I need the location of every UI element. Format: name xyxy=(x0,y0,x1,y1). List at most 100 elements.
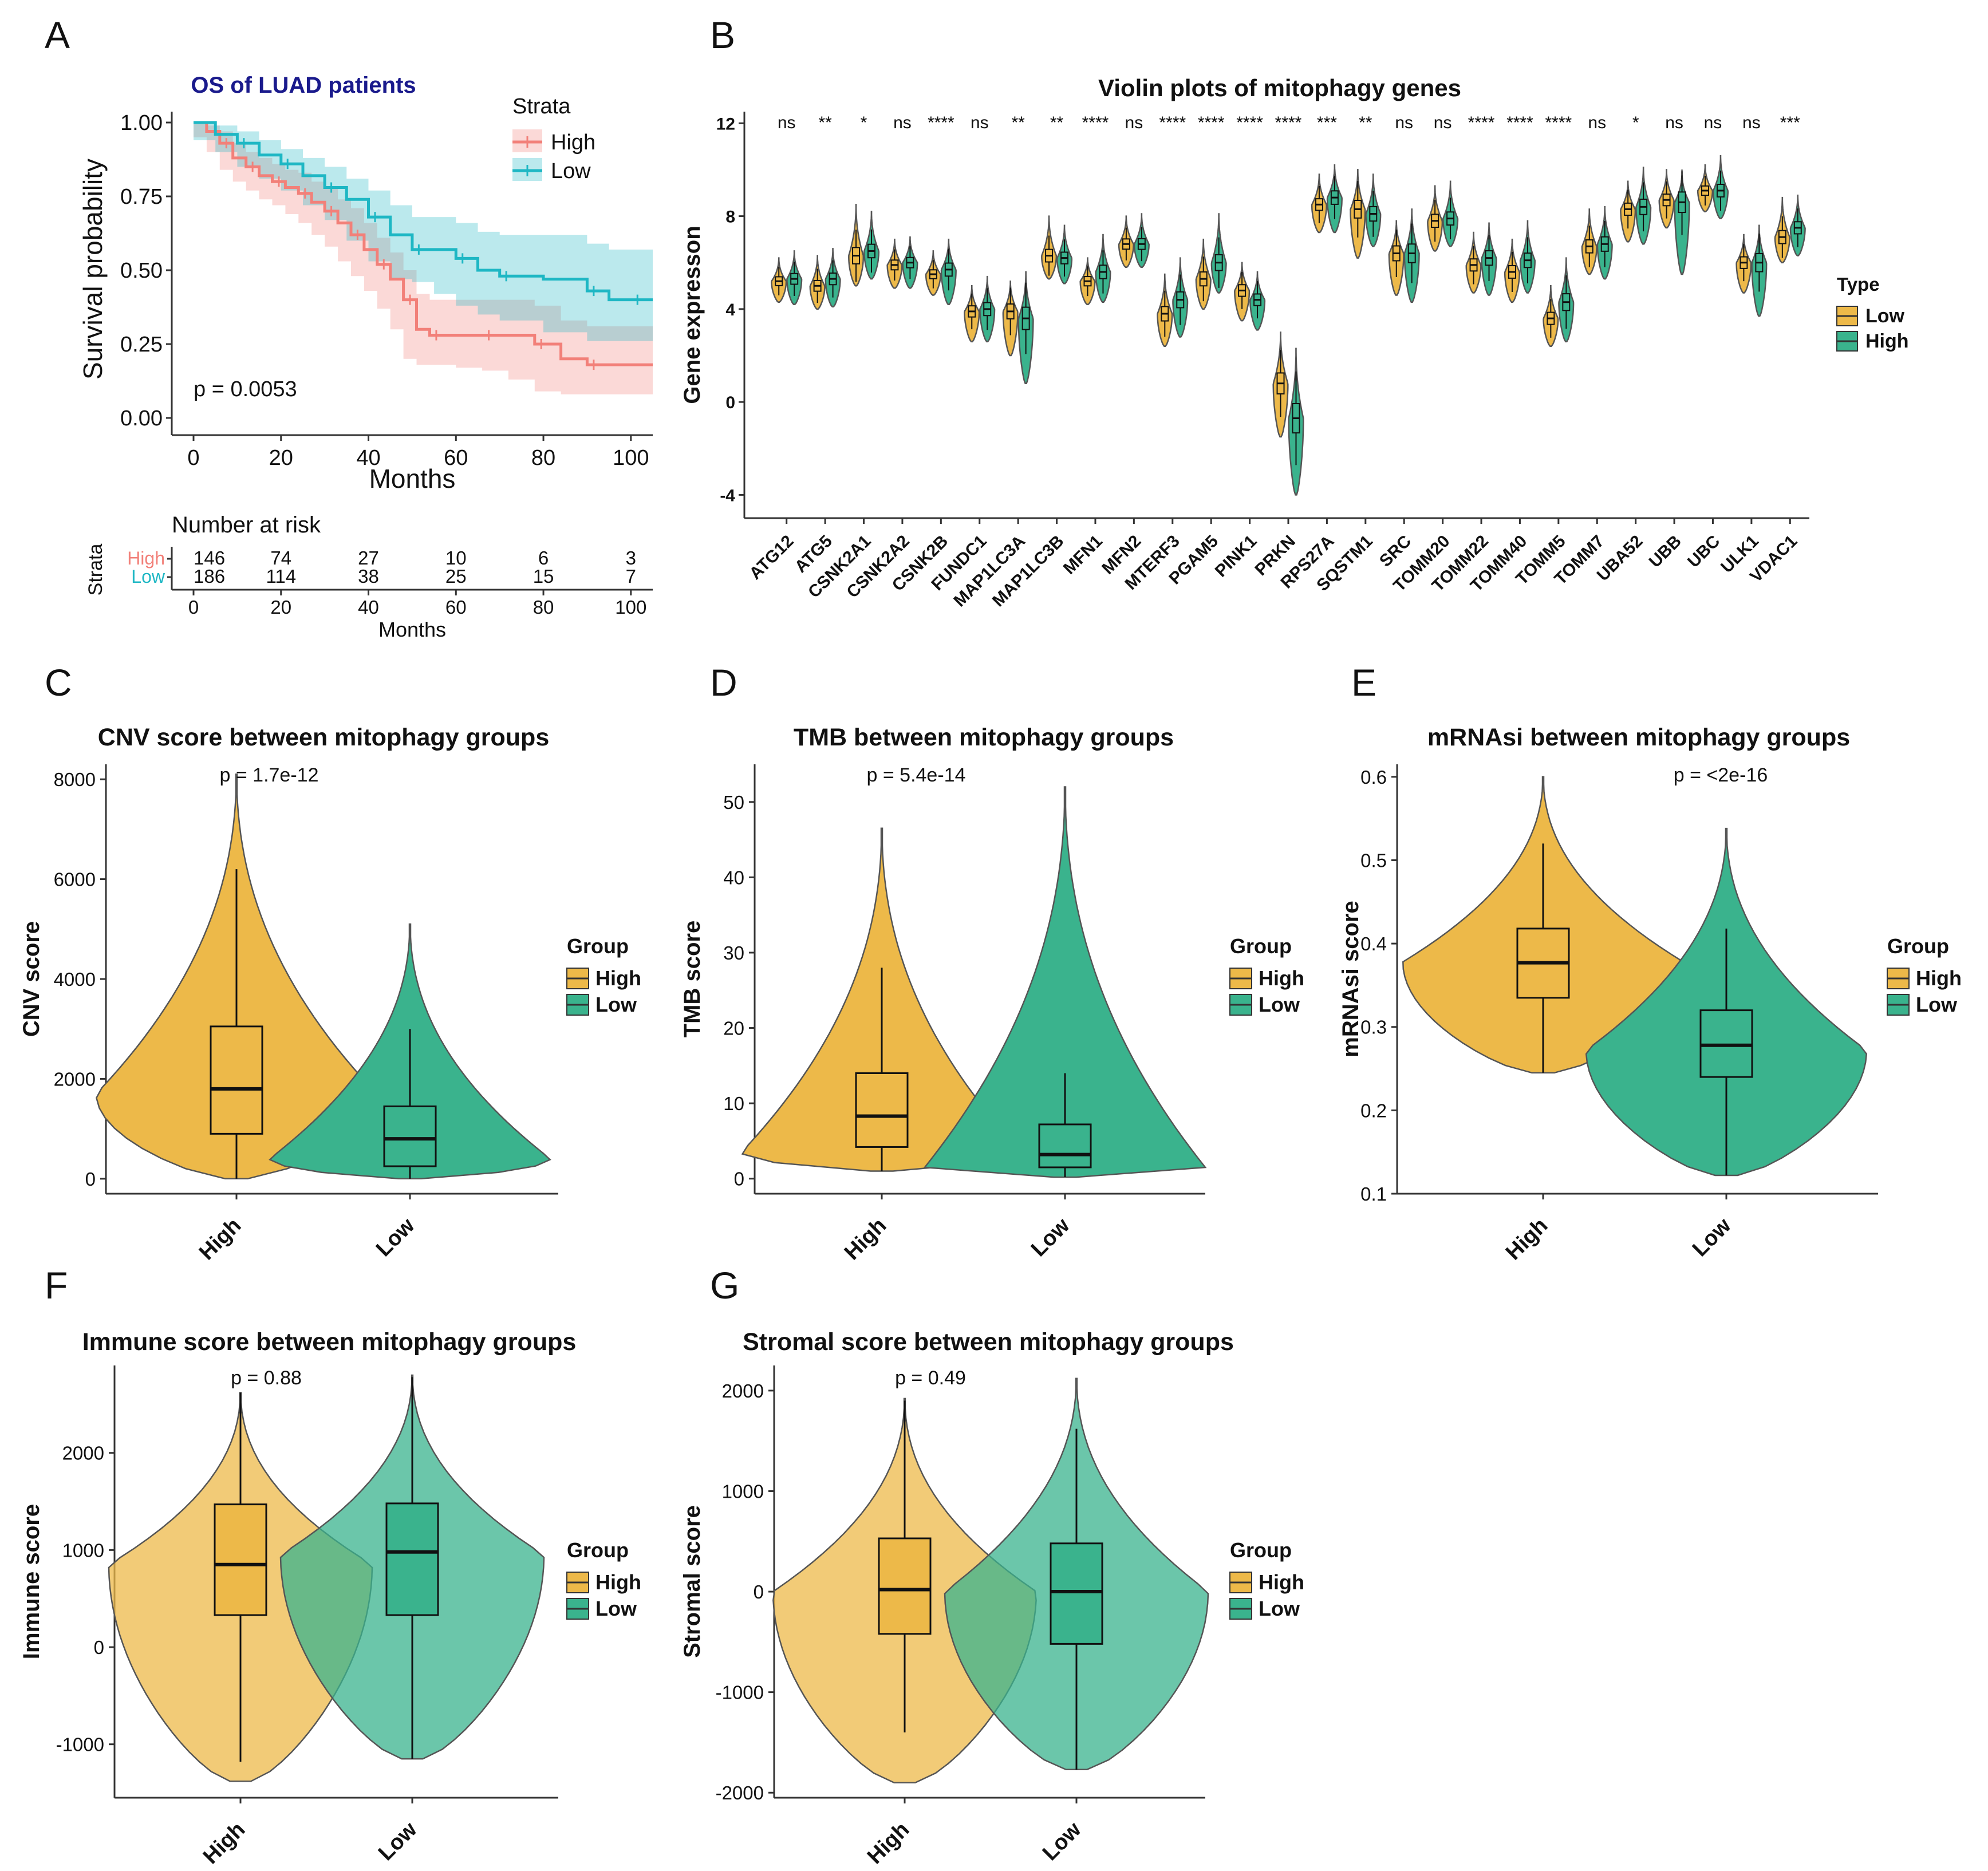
y-tick-label: 0.00 xyxy=(120,406,163,431)
y-tick-label: 6000 xyxy=(54,869,96,890)
risk-y-label: Strata xyxy=(85,544,107,596)
p-value: p = 5.4e-14 xyxy=(867,764,966,786)
legend-label-low: Low xyxy=(1916,993,1958,1016)
y-axis-label: Stromal score xyxy=(680,1505,705,1658)
chart-title: OS of LUAD patients xyxy=(191,73,416,98)
risk-table-title: Number at risk xyxy=(172,512,321,538)
chart-title: mRNAsi between mitophagy groups xyxy=(1427,724,1850,751)
legend-label-high: High xyxy=(1259,1570,1304,1594)
y-tick-label: 0.1 xyxy=(1360,1183,1387,1205)
violin-low-violin xyxy=(923,786,1207,1178)
boxplot-low-box xyxy=(1038,1123,1092,1169)
p-value: p = 0.49 xyxy=(895,1367,966,1389)
risk-x-tick-label: 20 xyxy=(270,597,291,618)
significance-label: **** xyxy=(1468,113,1495,132)
x-tick-label: 40 xyxy=(356,446,380,470)
boxplot-low-box xyxy=(385,1502,439,1616)
chart-title: Immune score between mitophagy groups xyxy=(82,1328,577,1356)
y-tick-label: -1000 xyxy=(56,1734,104,1755)
legend-title: Group xyxy=(1230,1538,1292,1562)
ci-band-high xyxy=(194,123,653,394)
legend-label-low: High xyxy=(1865,330,1909,352)
x-tick-label: 20 xyxy=(269,446,293,470)
panel-label: E xyxy=(1351,661,1376,704)
y-tick-label: 0.75 xyxy=(120,185,163,209)
significance-label: *** xyxy=(1780,113,1800,132)
risk-row-label-high: High xyxy=(127,548,165,569)
x-tick-label: Low xyxy=(372,1213,420,1261)
chart-title: Violin plots of mitophagy genes xyxy=(1098,74,1461,101)
y-tick-label: 4 xyxy=(725,301,735,319)
ci-band-low xyxy=(194,123,653,341)
y-tick-label: -2000 xyxy=(716,1782,764,1803)
significance-label: ** xyxy=(1359,113,1372,132)
risk-count: 25 xyxy=(445,566,467,587)
risk-count: 3 xyxy=(626,547,636,569)
legend-label-high: High xyxy=(551,131,595,155)
y-axis-label: CNV score xyxy=(19,921,44,1037)
panel-label: A xyxy=(45,14,70,56)
panel-label: C xyxy=(45,661,72,704)
y-tick-label: 0.5 xyxy=(1360,850,1387,871)
risk-x-label: Months xyxy=(378,618,446,641)
y-tick-label: 30 xyxy=(723,942,744,964)
risk-x-tick-label: 80 xyxy=(533,597,554,618)
y-axis-label: TMB score xyxy=(680,921,705,1038)
p-value: p = <2e-16 xyxy=(1674,764,1768,786)
gene-label: UBB xyxy=(1646,532,1685,571)
y-tick-label: 8000 xyxy=(54,769,96,790)
risk-x-tick-label: 60 xyxy=(445,597,467,618)
x-tick-label: Low xyxy=(1688,1213,1736,1261)
y-axis-label: mRNAsi score xyxy=(1338,901,1363,1057)
legend-label-high: High xyxy=(1259,966,1304,990)
y-tick-label: 0.4 xyxy=(1360,933,1387,954)
risk-x-tick-label: 100 xyxy=(615,597,646,618)
survival-curve-high xyxy=(194,121,653,366)
chart-title: TMB between mitophagy groups xyxy=(794,724,1174,751)
significance-label: ns xyxy=(1704,113,1722,132)
x-tick-label: 0 xyxy=(187,446,199,470)
significance-label: **** xyxy=(1198,113,1225,132)
gene-label: PINK1 xyxy=(1212,532,1261,581)
y-tick-label: 0.50 xyxy=(120,259,163,283)
legend-label-low: Low xyxy=(595,1597,637,1620)
significance-label: ns xyxy=(971,113,989,132)
legend-label-low: Low xyxy=(1259,1597,1300,1620)
y-tick-label: 1.00 xyxy=(120,111,163,135)
risk-count: 10 xyxy=(445,547,467,569)
y-axis-label: Gene expresson xyxy=(680,226,705,404)
risk-count: 6 xyxy=(538,547,549,569)
x-tick-label: 60 xyxy=(444,446,468,470)
risk-row-label-low: Low xyxy=(131,566,165,587)
x-tick-label: Low xyxy=(374,1817,422,1865)
risk-count: 146 xyxy=(194,547,225,569)
y-tick-label: 2000 xyxy=(62,1443,104,1464)
y-tick-label: 0 xyxy=(94,1637,104,1658)
p-value: p = 0.88 xyxy=(231,1367,302,1389)
y-tick-label: 8 xyxy=(725,208,735,227)
y-tick-label: 2000 xyxy=(54,1068,96,1090)
legend-title: Strata xyxy=(512,94,571,119)
y-tick-label: 4000 xyxy=(54,969,96,990)
legend-label-low: Low xyxy=(1259,993,1300,1016)
significance-label: ns xyxy=(1395,113,1413,132)
y-tick-label: 0 xyxy=(754,1581,764,1602)
y-tick-label: -4 xyxy=(720,486,735,505)
significance-label: **** xyxy=(1082,113,1109,132)
risk-count: 27 xyxy=(358,547,379,569)
gene-label: UBC xyxy=(1684,532,1723,571)
x-axis-label: Months xyxy=(369,464,456,494)
panel-label: B xyxy=(710,14,735,56)
y-tick-label: 0.6 xyxy=(1360,767,1387,788)
significance-label: * xyxy=(1632,113,1639,132)
significance-label: ns xyxy=(1434,113,1452,132)
y-tick-label: 0.2 xyxy=(1360,1100,1387,1121)
boxplot-high-box xyxy=(878,1537,932,1635)
significance-label: **** xyxy=(1275,113,1302,132)
chart-title: CNV score between mitophagy groups xyxy=(98,724,549,751)
x-tick-label: Low xyxy=(1027,1213,1075,1261)
x-tick-label: High xyxy=(195,1214,246,1265)
panel-label: G xyxy=(710,1264,739,1306)
legend-title: Group xyxy=(567,1538,629,1562)
